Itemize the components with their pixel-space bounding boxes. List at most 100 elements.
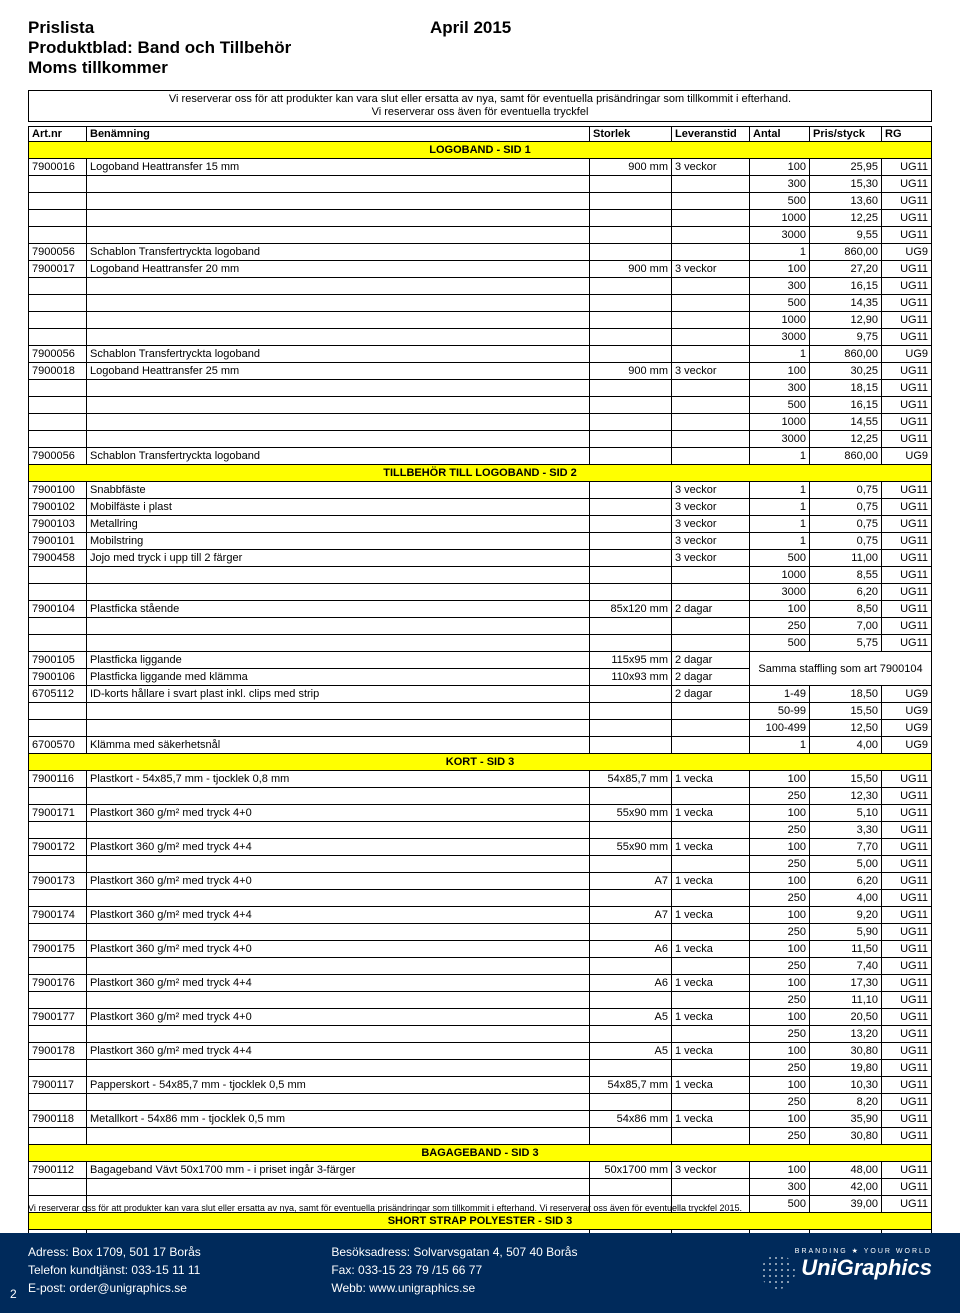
table-cell: UG11 <box>882 499 932 516</box>
table-cell: 6,20 <box>810 873 882 890</box>
table-cell: 54x86 mm <box>590 1111 672 1128</box>
table-cell: 100 <box>750 771 810 788</box>
table-row: 7900017Logoband Heattransfer 20 mm900 mm… <box>29 261 932 278</box>
page-date: April 2015 <box>430 18 511 38</box>
table-cell: 500 <box>750 193 810 210</box>
disclaimer-line2: Vi reserverar oss även för eventuella tr… <box>33 106 927 119</box>
table-cell <box>87 176 590 193</box>
table-cell: 17,30 <box>810 975 882 992</box>
table-cell: Mobilfäste i plast <box>87 499 590 516</box>
table-cell: Schablon Transfertryckta logoband <box>87 448 590 465</box>
table-cell: 7900171 <box>29 805 87 822</box>
table-cell: Plastkort - 54x85,7 mm - tjocklek 0,8 mm <box>87 771 590 788</box>
table-cell: 2 dagar <box>672 669 750 686</box>
table-cell: 1 <box>750 244 810 261</box>
table-cell: 3 veckor <box>672 533 750 550</box>
col-rg: RG <box>882 127 932 142</box>
table-cell: 7900101 <box>29 533 87 550</box>
table-cell: 100 <box>750 975 810 992</box>
table-cell: 14,55 <box>810 414 882 431</box>
table-cell: 7900056 <box>29 448 87 465</box>
table-cell <box>672 890 750 907</box>
table-row: 7900101Mobilstring3 veckor10,75UG11 <box>29 533 932 550</box>
table-cell <box>87 278 590 295</box>
table-cell <box>672 176 750 193</box>
table-row: 7900056Schablon Transfertryckta logoband… <box>29 244 932 261</box>
table-cell: 3000 <box>750 227 810 244</box>
table-cell: UG11 <box>882 295 932 312</box>
section-title: SHORT STRAP POLYESTER - SID 3 <box>29 1213 932 1230</box>
disclaimer-line1: Vi reserverar oss för att produkter kan … <box>33 93 927 106</box>
table-cell: UG11 <box>882 1060 932 1077</box>
table-cell <box>590 924 672 941</box>
table-cell <box>590 329 672 346</box>
table-cell <box>590 414 672 431</box>
table-cell <box>672 346 750 363</box>
table-cell <box>590 176 672 193</box>
col-ben: Benämning <box>87 127 590 142</box>
table-cell: UG11 <box>882 1162 932 1179</box>
table-cell: 1 vecka <box>672 1009 750 1026</box>
table-cell: UG11 <box>882 839 932 856</box>
table-row: 7900100Snabbfäste3 veckor10,75UG11 <box>29 482 932 499</box>
col-lev: Leveranstid <box>672 127 750 142</box>
table-cell <box>87 890 590 907</box>
table-cell: 85x120 mm <box>590 601 672 618</box>
table-cell: UG11 <box>882 431 932 448</box>
table-cell <box>87 1128 590 1145</box>
table-row: 2503,30UG11 <box>29 822 932 839</box>
table-cell: UG11 <box>882 414 932 431</box>
table-cell <box>590 550 672 567</box>
table-cell: 1 <box>750 533 810 550</box>
table-cell <box>672 193 750 210</box>
table-cell: UG11 <box>882 159 932 176</box>
table-cell: UG11 <box>882 1009 932 1026</box>
table-cell: 7900100 <box>29 482 87 499</box>
table-cell: UG11 <box>882 363 932 380</box>
table-cell <box>672 635 750 652</box>
table-cell: 900 mm <box>590 363 672 380</box>
table-cell: 100 <box>750 941 810 958</box>
footer-email: E-post: order@unigraphics.se <box>28 1279 328 1297</box>
table-row: 7900173Plastkort 360 g/m² med tryck 4+0A… <box>29 873 932 890</box>
table-cell <box>590 635 672 652</box>
table-row: 30018,15UG11 <box>29 380 932 397</box>
table-cell <box>87 788 590 805</box>
table-cell: Snabbfäste <box>87 482 590 499</box>
table-cell <box>590 788 672 805</box>
table-cell: 1 <box>750 482 810 499</box>
section-title: KORT - SID 3 <box>29 754 932 771</box>
table-cell: Plastkort 360 g/m² med tryck 4+0 <box>87 941 590 958</box>
table-cell: 8,20 <box>810 1094 882 1111</box>
table-cell: 5,75 <box>810 635 882 652</box>
table-cell: 1 vecka <box>672 1111 750 1128</box>
table-cell: 20,50 <box>810 1009 882 1026</box>
table-cell: UG11 <box>882 1043 932 1060</box>
table-cell: 110x93 mm <box>590 669 672 686</box>
table-row: 50014,35UG11 <box>29 295 932 312</box>
table-cell <box>672 703 750 720</box>
table-cell <box>590 244 672 261</box>
table-cell: 1000 <box>750 567 810 584</box>
table-cell <box>590 890 672 907</box>
table-cell: UG11 <box>882 380 932 397</box>
table-cell: UG9 <box>882 703 932 720</box>
table-cell: 250 <box>750 1094 810 1111</box>
table-cell: 5,90 <box>810 924 882 941</box>
table-row: 50-9915,50UG9 <box>29 703 932 720</box>
table-cell: 12,90 <box>810 312 882 329</box>
table-cell <box>590 227 672 244</box>
table-row: 25030,80UG11 <box>29 1128 932 1145</box>
table-cell: 500 <box>750 397 810 414</box>
table-cell: 0,75 <box>810 533 882 550</box>
table-cell: 3 veckor <box>672 550 750 567</box>
table-cell: 300 <box>750 176 810 193</box>
table-cell <box>672 278 750 295</box>
table-row: 30015,30UG11 <box>29 176 932 193</box>
table-cell <box>672 380 750 397</box>
table-cell <box>87 227 590 244</box>
table-cell: 7900103 <box>29 516 87 533</box>
table-cell: 0,75 <box>810 482 882 499</box>
table-cell <box>590 499 672 516</box>
table-row: 7900112Bagageband Vävt 50x1700 mm - i pr… <box>29 1162 932 1179</box>
